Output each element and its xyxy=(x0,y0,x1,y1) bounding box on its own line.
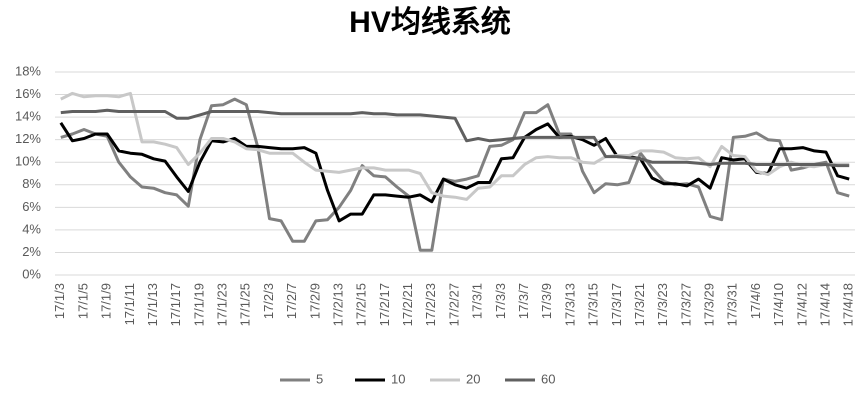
y-tick-label: 14% xyxy=(15,109,41,124)
x-tick-label: 17/1/25 xyxy=(238,283,253,326)
x-tick-label: 17/1/9 xyxy=(99,283,114,319)
x-tick-label: 17/1/3 xyxy=(52,283,67,319)
x-tick-label: 17/2/15 xyxy=(354,283,369,326)
x-tick-label: 17/2/13 xyxy=(330,283,345,326)
x-tick-label: 17/4/18 xyxy=(841,283,856,326)
y-tick-label: 6% xyxy=(22,199,41,214)
y-tick-label: 8% xyxy=(22,176,41,191)
y-tick-label: 16% xyxy=(15,86,41,101)
x-tick-label: 17/2/7 xyxy=(284,283,299,319)
x-tick-label: 17/3/23 xyxy=(655,283,670,326)
legend-label: 10 xyxy=(391,371,405,386)
x-tick-label: 17/1/5 xyxy=(75,283,90,319)
series-line xyxy=(60,97,850,252)
x-tick-label: 17/3/3 xyxy=(493,283,508,319)
y-tick-label: 18% xyxy=(15,63,41,78)
y-tick-label: 10% xyxy=(15,154,41,169)
x-tick-label: 17/1/13 xyxy=(145,283,160,326)
legend-label: 60 xyxy=(541,371,555,386)
y-tick-label: 0% xyxy=(22,266,41,281)
chart-title: HV均线系统 xyxy=(349,5,511,39)
x-tick-label: 17/3/13 xyxy=(562,283,577,326)
x-tick-label: 17/3/7 xyxy=(516,283,531,319)
x-tick-label: 17/3/31 xyxy=(725,283,740,326)
x-tick-label: 17/2/3 xyxy=(261,283,276,319)
x-tick-label: 17/3/15 xyxy=(586,283,601,326)
x-tick-label: 17/3/17 xyxy=(609,283,624,326)
x-tick-label: 17/3/27 xyxy=(678,283,693,326)
y-tick-label: 12% xyxy=(15,131,41,146)
x-tick-label: 17/2/21 xyxy=(400,283,415,326)
x-tick-label: 17/3/29 xyxy=(702,283,717,326)
x-tick-label: 17/1/23 xyxy=(215,283,230,326)
x-tick-label: 17/3/1 xyxy=(470,283,485,319)
x-tick-label: 17/2/23 xyxy=(423,283,438,326)
x-tick-label: 17/1/17 xyxy=(168,283,183,326)
legend-label: 5 xyxy=(316,371,323,386)
x-tick-label: 17/3/21 xyxy=(632,283,647,326)
x-tick-label: 17/3/9 xyxy=(539,283,554,319)
x-tick-label: 17/1/11 xyxy=(122,283,137,325)
x-tick-label: 17/4/14 xyxy=(817,283,832,326)
x-tick-label: 17/2/9 xyxy=(307,283,322,319)
series-line xyxy=(60,91,850,201)
x-tick-label: 17/2/27 xyxy=(446,283,461,326)
x-tick-label: 17/4/12 xyxy=(794,283,809,326)
legend-label: 20 xyxy=(466,371,480,386)
x-tick-label: 17/1/19 xyxy=(191,283,206,326)
x-tick-label: 17/4/10 xyxy=(771,283,786,326)
y-tick-label: 2% xyxy=(22,244,41,259)
x-tick-label: 17/2/17 xyxy=(377,283,392,326)
x-tick-label: 17/4/6 xyxy=(748,283,763,319)
y-tick-label: 4% xyxy=(22,221,41,236)
series-line xyxy=(60,108,850,168)
series-line xyxy=(59,121,850,223)
